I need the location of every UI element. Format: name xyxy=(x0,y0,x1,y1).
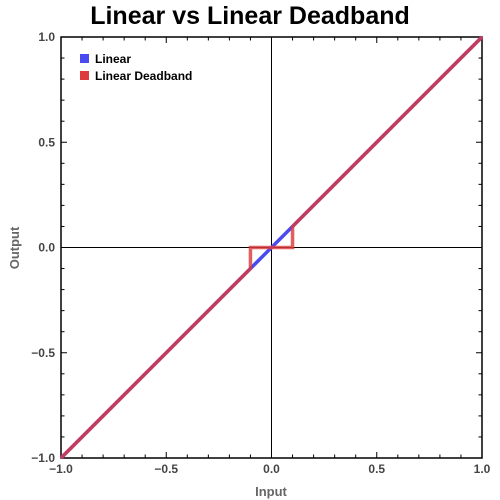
frame-layer: −1.0 −0.5 0.0 0.5 1.0 −1.0 −0.5 0.0 0.5 1.0 xyxy=(31,30,490,476)
x-tick-label: 0.5 xyxy=(368,462,385,476)
x-tick-label: 1.0 xyxy=(474,462,491,476)
series-layer xyxy=(59,35,484,460)
y-tick-label: 1.0 xyxy=(38,30,55,44)
legend: Linear Linear Deadband xyxy=(80,52,192,83)
series-line-linear-deadband xyxy=(59,35,484,460)
legend-label: Linear Deadband xyxy=(95,69,192,83)
y-tick-label: 0.5 xyxy=(38,135,55,149)
y-tick-label: −0.5 xyxy=(31,346,55,360)
x-tick-label: −1.0 xyxy=(49,462,73,476)
legend-swatch xyxy=(80,71,89,80)
chart-title: Linear vs Linear Deadband xyxy=(90,2,410,30)
y-tick-label: 0.0 xyxy=(38,241,55,255)
y-tick-label: −1.0 xyxy=(31,451,55,465)
x-tick-label: −0.5 xyxy=(154,462,178,476)
x-axis-label: Input xyxy=(255,484,287,499)
x-tick-label: 0.0 xyxy=(263,462,280,476)
y-axis-label: Output xyxy=(7,226,22,269)
legend-swatch xyxy=(80,54,89,63)
legend-label: Linear xyxy=(95,52,131,66)
